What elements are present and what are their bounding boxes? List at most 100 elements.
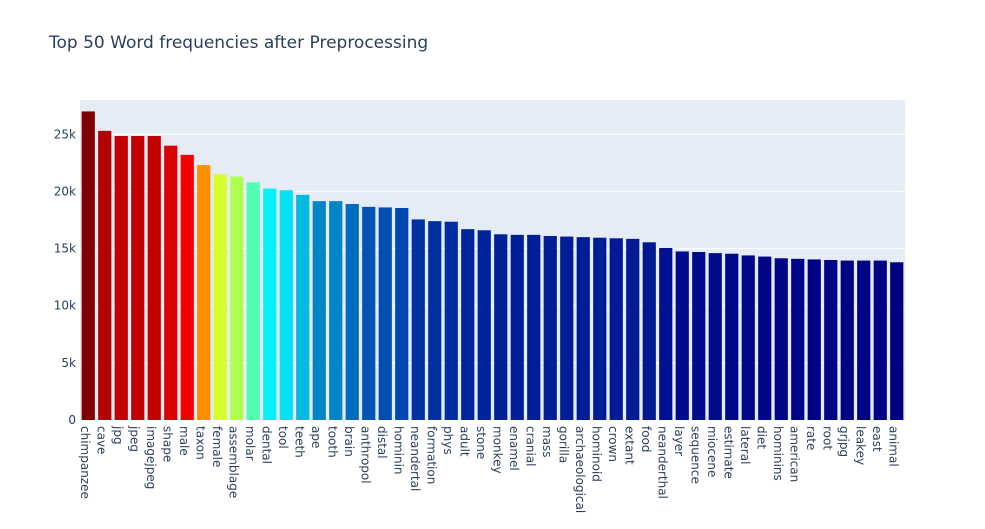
x-tick-label: assemblage (226, 426, 240, 498)
bar-brain[interactable] (345, 204, 359, 420)
x-tick-label: imagejpeg (144, 426, 158, 489)
x-tick-label: phys (441, 426, 455, 455)
y-tick-label: 5k (61, 356, 76, 370)
x-tick-label: grjpg (837, 426, 851, 457)
bar-female[interactable] (213, 174, 227, 420)
x-tick-label: hominin (391, 426, 405, 475)
bar-cranial[interactable] (527, 234, 541, 420)
bar-east[interactable] (873, 260, 887, 420)
bar-imagejpeg[interactable] (147, 136, 161, 420)
bar-layer[interactable] (675, 251, 689, 420)
bar-mass[interactable] (543, 236, 557, 420)
y-tick-label: 25k (54, 127, 76, 141)
bar-tooth[interactable] (329, 201, 343, 420)
x-tick-label: stone (474, 426, 488, 459)
x-tick-label: distal (375, 426, 389, 459)
bar-teeth[interactable] (296, 194, 310, 420)
y-tick-label: 15k (54, 242, 76, 256)
bar-american[interactable] (791, 258, 805, 420)
bar-lateral[interactable] (741, 255, 755, 420)
x-tick-label: brain (342, 426, 356, 457)
bar-rate[interactable] (807, 259, 821, 420)
bar-diet[interactable] (758, 256, 772, 420)
bar-taxon[interactable] (197, 165, 211, 420)
bar-archaeological[interactable] (576, 237, 590, 420)
y-tick-label: 0 (68, 413, 76, 427)
bar-monkey[interactable] (494, 234, 508, 420)
bar-chimpanzee[interactable] (81, 111, 95, 420)
x-tick-label: lateral (738, 426, 752, 464)
bar-neandertal[interactable] (411, 219, 425, 420)
bar-dental[interactable] (263, 188, 277, 420)
x-axis-ticks: chimpanzee cave jpg jpeg imagejpeg shape male t… (78, 425, 901, 513)
x-tick-label: cave (94, 426, 108, 454)
bar-animal[interactable] (890, 262, 904, 420)
x-tick-label: root (820, 426, 834, 450)
bar-hominin[interactable] (395, 208, 409, 420)
bar-grjpg[interactable] (840, 260, 854, 420)
bar-hominoid[interactable] (593, 237, 607, 420)
x-tick-label: shape (160, 426, 174, 462)
x-tick-label: food (639, 426, 653, 453)
x-tick-label: teeth (292, 426, 306, 458)
bar-shape[interactable] (164, 145, 178, 420)
x-tick-label: hominoid (589, 426, 603, 482)
x-tick-label: dental (259, 426, 273, 464)
x-tick-label: adult (457, 426, 471, 457)
bar-jpg[interactable] (114, 136, 128, 420)
x-tick-label: estimate (721, 426, 735, 479)
bar-neanderthal[interactable] (659, 248, 673, 420)
x-tick-label: archaeological (573, 426, 587, 513)
x-tick-label: animal (886, 426, 900, 467)
x-tick-label: tool (276, 426, 290, 449)
x-tick-label: leakey (853, 426, 867, 465)
bar-cave[interactable] (98, 130, 112, 420)
bars (81, 111, 904, 420)
bar-miocene[interactable] (708, 253, 722, 420)
x-tick-label: crown (606, 426, 620, 462)
bar-ape[interactable] (312, 201, 326, 420)
bar-root[interactable] (824, 260, 838, 420)
chart-title: Top 50 Word frequencies after Preprocess… (49, 33, 429, 53)
bar-tool[interactable] (279, 190, 293, 420)
bar-assemblage[interactable] (230, 176, 244, 420)
bar-molar[interactable] (246, 182, 260, 420)
bar-anthropol[interactable] (362, 206, 376, 420)
x-tick-label: rate (804, 426, 818, 450)
x-tick-label: enamel (507, 426, 521, 471)
x-tick-label: male (177, 426, 191, 456)
bar-enamel[interactable] (510, 234, 524, 420)
bar-formation[interactable] (428, 221, 442, 420)
bar-gorilla[interactable] (560, 236, 574, 420)
x-tick-label: cranial (523, 426, 537, 467)
bar-sequence[interactable] (692, 252, 706, 420)
x-tick-label: neandertal (408, 426, 422, 491)
bar-extant[interactable] (626, 238, 640, 420)
x-tick-label: ape (309, 426, 323, 448)
bar-food[interactable] (642, 242, 656, 420)
x-tick-label: formation (424, 426, 438, 484)
bar-hominins[interactable] (774, 258, 788, 420)
x-tick-label: mass (540, 426, 554, 458)
bar-male[interactable] (180, 154, 194, 420)
bar-jpeg[interactable] (131, 136, 145, 420)
x-tick-label: hominins (771, 426, 785, 481)
x-tick-label: diet (754, 426, 768, 449)
bar-leakey[interactable] (857, 260, 871, 420)
x-tick-label: american (787, 426, 801, 482)
bar-crown[interactable] (609, 238, 623, 420)
bar-distal[interactable] (378, 207, 392, 420)
x-tick-label: chimpanzee (78, 426, 92, 499)
x-tick-label: jpeg (127, 425, 141, 452)
bar-stone[interactable] (477, 230, 491, 420)
x-tick-label: sequence (688, 426, 702, 484)
x-tick-label: jpg (111, 425, 125, 445)
x-tick-label: molar (243, 426, 257, 461)
bar-phys[interactable] (444, 221, 458, 420)
bar-estimate[interactable] (725, 253, 739, 420)
y-tick-label: 10k (54, 299, 76, 313)
bar-adult[interactable] (461, 229, 475, 420)
x-tick-label: extant (622, 426, 636, 465)
